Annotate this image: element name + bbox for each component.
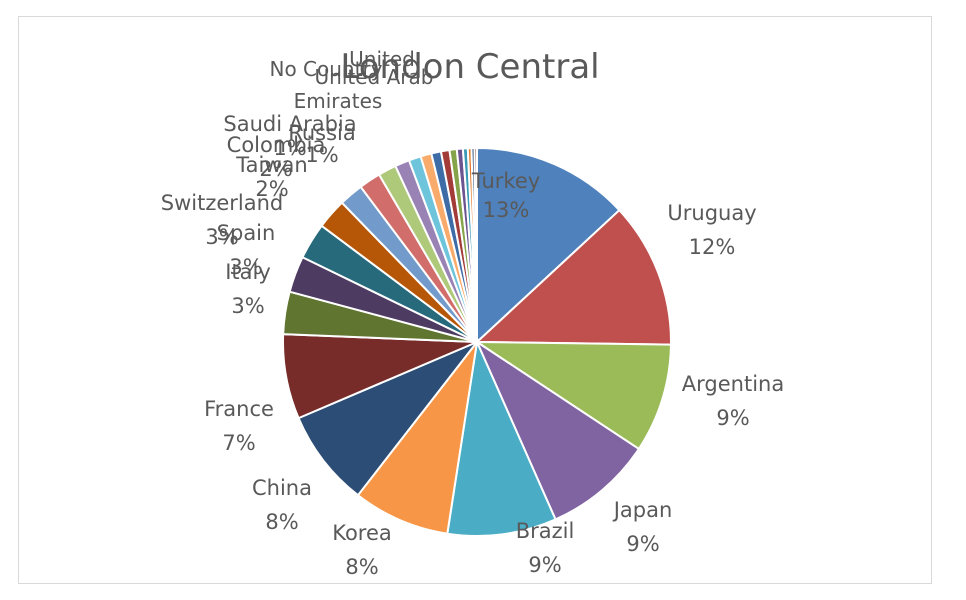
- crowded-label: United Arab: [315, 65, 434, 89]
- slice-label-name: Taiwan: [235, 153, 307, 177]
- pie-slice-turkey: [476, 146, 621, 345]
- crowded-label: Emirates: [294, 89, 383, 113]
- slice-label-percent: 2%: [255, 177, 288, 201]
- slice-label-name: Korea: [332, 521, 392, 545]
- pie-slice-argentina: [473, 340, 672, 451]
- slice-label-name: Italy: [225, 260, 271, 284]
- pie-slice-china: [297, 339, 481, 497]
- pie-slice-brazil: [446, 338, 557, 537]
- pie-slice-uruguay: [474, 208, 672, 346]
- slice-label-name: Uruguay: [667, 201, 756, 225]
- slice-label-percent: 9%: [528, 553, 561, 577]
- slice-label-name: France: [204, 397, 274, 421]
- slice-label-percent: 3%: [205, 225, 238, 249]
- slice-label-name: China: [252, 476, 312, 500]
- slice-label-name: Argentina: [682, 372, 784, 396]
- slice-label-percent: 1%: [305, 143, 338, 167]
- crowded-label: No Country: [269, 57, 382, 81]
- slice-label-percent: 8%: [265, 510, 298, 534]
- slice-label-name: Turkey: [471, 169, 540, 193]
- slice-label-percent: 13%: [483, 198, 530, 222]
- slice-label-percent: 1%: [273, 136, 306, 160]
- slice-label-name: Spain: [217, 221, 276, 245]
- slice-label-name: Brazil: [516, 519, 575, 543]
- slice-labels: Turkey 13% Uruguay 12% Argentina 9% Japan 9% Bra…: [161, 112, 784, 579]
- slice-label-percent: 9%: [626, 532, 659, 556]
- slice-label-name: Russia: [288, 121, 356, 145]
- slice-label-percent: 3%: [229, 255, 262, 279]
- pie-slice-minor-25: [473, 146, 478, 343]
- slice-label-percent: 9%: [716, 406, 749, 430]
- slice-label-percent: 12%: [689, 235, 736, 259]
- slice-label-name: Colombia: [227, 133, 326, 157]
- slice-label-percent: 2%: [259, 157, 292, 181]
- slice-label-name: Saudi Arabia: [223, 112, 356, 136]
- chart-title: London Central: [340, 47, 599, 87]
- slice-label-name: Japan: [612, 498, 673, 522]
- slice-label-name: Switzerland: [161, 191, 284, 215]
- pie-slices: [282, 146, 672, 537]
- crowded-label: United: [349, 47, 415, 71]
- pie-slice-japan: [474, 339, 641, 521]
- pie-slice-korea: [356, 338, 479, 535]
- slice-label-percent: 3%: [231, 294, 264, 318]
- slice-label-percent: 7%: [222, 431, 255, 455]
- slice-label-percent: 8%: [345, 555, 378, 579]
